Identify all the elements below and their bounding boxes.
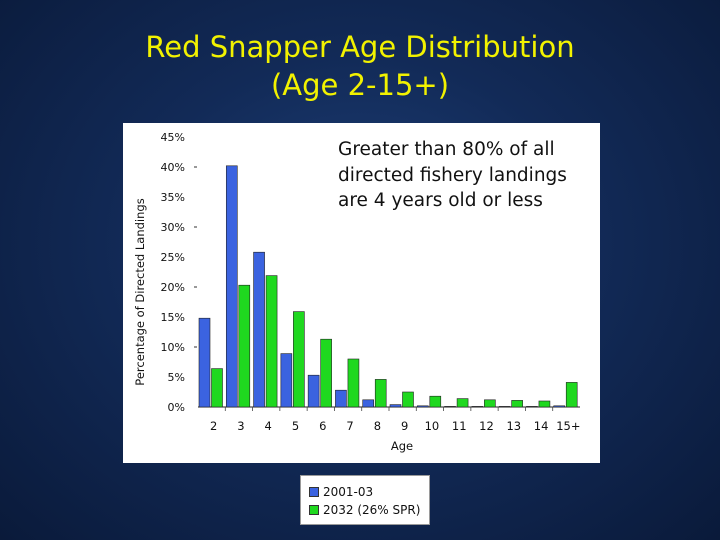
- x-tick-label: 8: [374, 419, 381, 433]
- bar-series-1: [225, 165, 238, 408]
- bar-chart: 0% 5% 10% 15% 20% 25% 30% 35% 40% 45% Percentage o…: [133, 131, 580, 453]
- y-axis-label: Percentage of Directed Landings: [133, 198, 147, 385]
- title-line-1: Red Snapper Age Distribution: [145, 30, 575, 64]
- y-tick-label: 35%: [161, 191, 185, 204]
- x-tick-label: 3: [237, 419, 244, 433]
- bar-series-1: [198, 317, 211, 408]
- legend-item-series-2: 2032 (26% SPR): [309, 502, 420, 518]
- bar-series-2: [429, 395, 442, 408]
- bar-series-2: [538, 400, 551, 408]
- legend-swatch-series-2: [309, 505, 319, 515]
- bar-series-1: [253, 251, 265, 408]
- legend-label-series-2: 2032 (26% SPR): [323, 503, 421, 517]
- bar-series-1: [280, 353, 293, 408]
- bar-series-1: [335, 389, 347, 408]
- x-tick-label: 13: [506, 419, 521, 433]
- chart-panel: 0% 5% 10% 15% 20% 25% 30% 35% 40% 45% Percentage o…: [123, 123, 600, 463]
- y-tick-label: 45%: [161, 131, 185, 144]
- title-line-2: (Age 2-15+): [270, 68, 450, 102]
- x-tick-label: 4: [265, 419, 272, 433]
- y-tick-label: 5%: [168, 371, 185, 384]
- bar-series-1: [389, 404, 402, 408]
- y-tick-label: 30%: [161, 221, 185, 234]
- annotation-text: Greater than 80% of all directed fishery…: [338, 139, 567, 211]
- bar-series-2: [565, 382, 578, 408]
- x-tick-label: 12: [479, 419, 494, 433]
- x-tick-label: 7: [346, 419, 353, 433]
- bar-series-2: [265, 275, 278, 408]
- bar-series-1: [444, 406, 456, 408]
- x-tick-label: 5: [292, 419, 299, 433]
- slide-title: Red Snapper Age Distribution (Age 2-15+): [0, 28, 720, 104]
- bar-series-2: [456, 398, 469, 408]
- legend-swatch-series-1: [309, 487, 319, 497]
- bar-series-2: [511, 400, 523, 408]
- bar-series-1: [471, 406, 484, 408]
- x-tick-label: 15+: [556, 419, 580, 433]
- y-tick-label: 10%: [161, 341, 185, 354]
- bar-series-2: [374, 379, 387, 408]
- y-tick-label: 25%: [161, 251, 185, 264]
- legend-item-series-1: 2001-03: [309, 484, 373, 500]
- bar-series-1: [498, 406, 511, 408]
- x-tick-label: 10: [425, 419, 440, 433]
- bar-series-1: [362, 399, 375, 408]
- bar-series-2: [238, 284, 251, 408]
- bar-series-2: [293, 311, 305, 408]
- bar-series-1: [526, 406, 538, 408]
- bar-series-2: [211, 368, 223, 408]
- bar-series-2: [402, 391, 414, 408]
- x-tick-label: 14: [534, 419, 549, 433]
- legend-label-series-1: 2001-03: [323, 485, 374, 499]
- y-tick-label: 20%: [161, 281, 185, 294]
- bar-series-2: [320, 338, 332, 408]
- bar-series-2: [347, 358, 360, 408]
- x-axis-label: Age: [391, 439, 413, 453]
- chart-legend: 2001-03 2032 (26% SPR): [300, 475, 430, 525]
- y-tick-label: 15%: [161, 311, 185, 324]
- bar-series-1: [307, 374, 320, 408]
- bar-series-1: [553, 405, 566, 408]
- y-tick-label: 40%: [161, 161, 185, 174]
- bar-series-2: [484, 399, 496, 408]
- x-tick-label: 11: [452, 419, 467, 433]
- y-tick-label: 0%: [168, 401, 185, 414]
- x-tick-label: 9: [401, 419, 408, 433]
- x-tick-label: 2: [210, 419, 217, 433]
- x-tick-label: 6: [319, 419, 326, 433]
- bar-series-1: [416, 405, 429, 408]
